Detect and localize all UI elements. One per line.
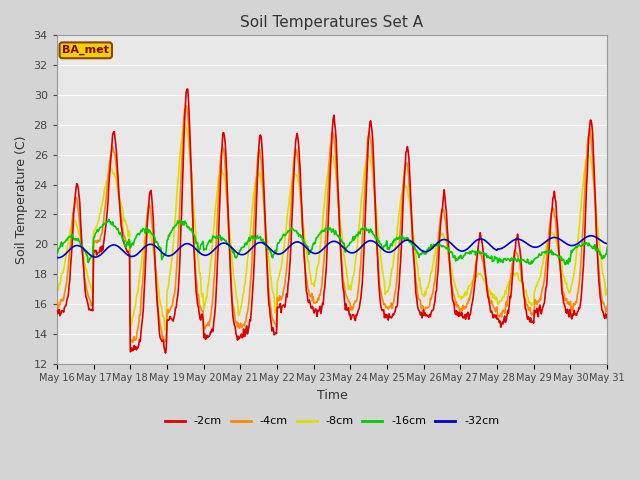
Title: Soil Temperatures Set A: Soil Temperatures Set A (241, 15, 424, 30)
Legend: -2cm, -4cm, -8cm, -16cm, -32cm: -2cm, -4cm, -8cm, -16cm, -32cm (160, 412, 504, 431)
X-axis label: Time: Time (317, 389, 348, 402)
Text: BA_met: BA_met (62, 45, 109, 56)
Y-axis label: Soil Temperature (C): Soil Temperature (C) (15, 135, 28, 264)
